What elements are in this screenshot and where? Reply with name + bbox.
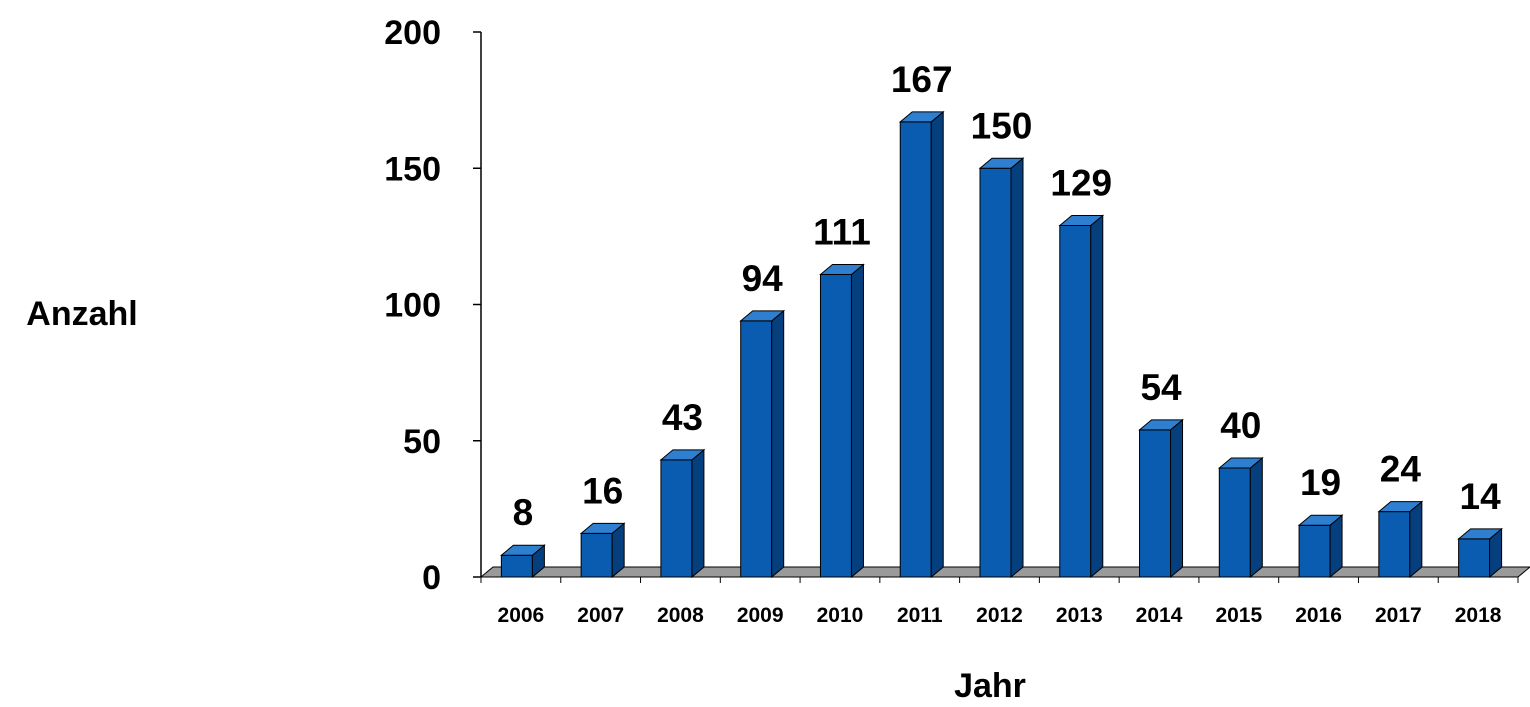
bar-top bbox=[819, 264, 865, 276]
y-tick-label: 50 bbox=[403, 423, 441, 461]
data-label: 14 bbox=[1460, 476, 1502, 517]
bar-front bbox=[1218, 467, 1251, 578]
bar-top bbox=[579, 522, 626, 534]
y-tick-label: 0 bbox=[422, 559, 441, 597]
x-tick-label: 2016 bbox=[1295, 604, 1342, 627]
bar-top bbox=[1297, 514, 1344, 526]
bar-front bbox=[1298, 524, 1331, 578]
data-label: 54 bbox=[1140, 367, 1182, 408]
x-tick-label: 2013 bbox=[1056, 604, 1103, 627]
bar-side bbox=[1170, 418, 1184, 579]
bar-side bbox=[930, 110, 944, 579]
bar-front bbox=[1458, 538, 1491, 578]
bar-2010 bbox=[819, 263, 865, 579]
y-tick-label: 200 bbox=[384, 14, 441, 52]
bar-2015 bbox=[1217, 456, 1264, 579]
bar-front bbox=[660, 459, 693, 578]
x-tick-label: 2012 bbox=[976, 604, 1023, 627]
bar-top bbox=[739, 310, 786, 322]
data-label: 8 bbox=[513, 492, 534, 533]
data-label: 167 bbox=[891, 59, 953, 100]
y-tick-label: 100 bbox=[384, 287, 441, 325]
bar-2012 bbox=[978, 157, 1025, 579]
bar-front bbox=[1059, 224, 1092, 578]
bar-top bbox=[659, 449, 706, 461]
bar-2011 bbox=[898, 110, 945, 579]
bar-side bbox=[1249, 456, 1263, 579]
data-label: 150 bbox=[971, 105, 1033, 146]
x-tick-label: 2018 bbox=[1455, 604, 1502, 627]
bar-front bbox=[1378, 511, 1411, 578]
bar-2016 bbox=[1297, 514, 1344, 579]
bars bbox=[500, 110, 1503, 579]
y-tick-label: 150 bbox=[384, 150, 441, 188]
bar-top bbox=[1377, 501, 1424, 513]
bar-top bbox=[1217, 457, 1264, 469]
x-tick-label: 2006 bbox=[498, 604, 545, 627]
data-label: 19 bbox=[1300, 462, 1341, 503]
x-tick-label: 2010 bbox=[817, 604, 864, 627]
bar-side bbox=[850, 263, 864, 579]
bar-2008 bbox=[659, 448, 706, 579]
bar-2014 bbox=[1138, 418, 1184, 579]
bar-side bbox=[1010, 157, 1024, 579]
bar-top bbox=[500, 544, 546, 556]
bar-2009 bbox=[739, 309, 786, 579]
x-axis-ticks: 2006 2007 2008 2009 2010 2011 2012 2013 2014 2015… bbox=[498, 604, 1502, 627]
y-axis: 0 50 100 150 200 bbox=[384, 14, 1519, 597]
bar-front bbox=[500, 554, 533, 578]
data-label: 129 bbox=[1050, 162, 1112, 203]
bar-2013 bbox=[1058, 214, 1105, 579]
bar-front bbox=[819, 274, 852, 578]
data-label: 43 bbox=[662, 397, 703, 438]
data-label: 40 bbox=[1220, 405, 1261, 446]
bar-side bbox=[1090, 214, 1104, 579]
x-tick-label: 2015 bbox=[1215, 604, 1262, 627]
bar-2007 bbox=[579, 522, 626, 579]
bar-front bbox=[899, 121, 932, 578]
x-tick-label: 2008 bbox=[657, 604, 704, 627]
bar-front bbox=[580, 532, 613, 578]
data-label: 94 bbox=[742, 258, 784, 299]
bar-front bbox=[740, 320, 773, 578]
data-label: 111 bbox=[813, 212, 871, 253]
bar-side bbox=[1409, 500, 1423, 579]
bar-front bbox=[1139, 429, 1172, 578]
x-tick-label: 2007 bbox=[577, 604, 624, 627]
bar-side bbox=[691, 448, 705, 579]
bar-front bbox=[979, 167, 1012, 578]
x-tick-label: 2009 bbox=[737, 604, 784, 627]
bar-top bbox=[1138, 419, 1184, 431]
bar-top bbox=[898, 111, 945, 123]
bar-side bbox=[771, 309, 785, 579]
bar-2018 bbox=[1457, 527, 1503, 579]
x-tick-label: 2011 bbox=[897, 604, 943, 627]
y-axis-label: Anzahl bbox=[26, 295, 137, 333]
x-axis-label: Jahr bbox=[954, 667, 1026, 705]
data-label: 16 bbox=[582, 470, 623, 511]
data-label: 24 bbox=[1380, 449, 1422, 490]
x-tick-label: 2017 bbox=[1375, 604, 1422, 627]
x-tick-label: 2014 bbox=[1136, 604, 1183, 627]
bar-2017 bbox=[1377, 500, 1424, 579]
data-labels: 8 16 43 94 111 167 150 129 54 40 19 24 14 bbox=[513, 59, 1502, 533]
bar-top bbox=[978, 157, 1025, 169]
bar-side bbox=[1329, 514, 1343, 579]
bar-top bbox=[1058, 214, 1105, 226]
bar-2006 bbox=[500, 544, 546, 579]
bar-top bbox=[1457, 528, 1503, 540]
